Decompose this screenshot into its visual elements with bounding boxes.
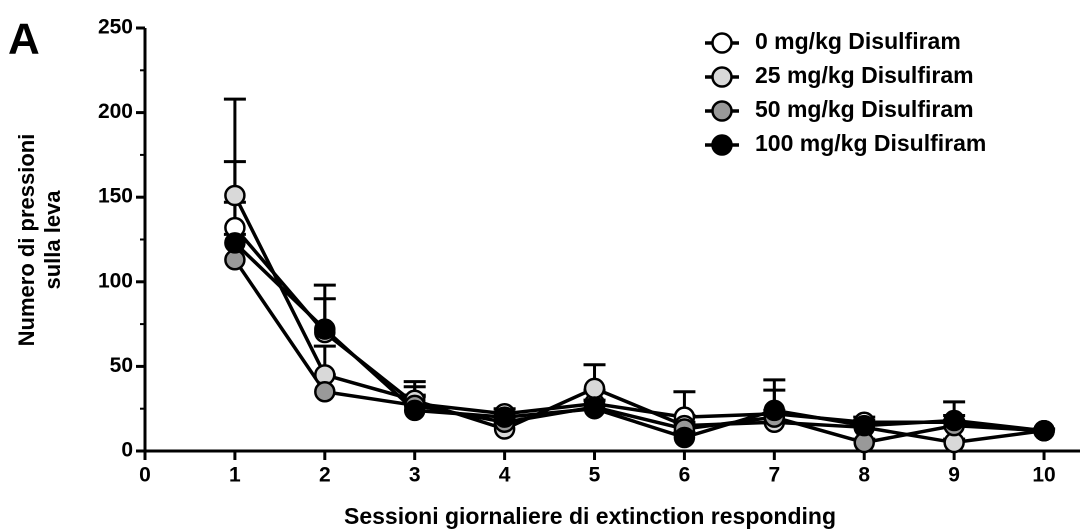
series-line (233, 226, 1045, 433)
y-tick-label: 200 (98, 100, 133, 123)
data-point (493, 406, 516, 428)
panel-label: A (8, 15, 40, 64)
series-line (233, 241, 1045, 440)
x-tick-label: 0 (139, 464, 151, 487)
legend-label: 25 mg/kg Disulfiram (755, 62, 974, 88)
legend-marker (711, 66, 733, 88)
legend-label: 50 mg/kg Disulfiram (755, 96, 974, 122)
x-axis-title: Sessioni giornaliere di extinction respo… (344, 503, 836, 529)
x-tick-label: 1 (229, 464, 241, 487)
series-line (233, 258, 1045, 445)
data-point (403, 399, 426, 422)
data-point (673, 426, 696, 449)
y-axis-title: Numero di pressioni sulla leva (14, 134, 65, 347)
legend-marker (711, 134, 733, 156)
x-tick-label: 2 (319, 464, 331, 487)
data-point (314, 381, 336, 403)
legend-label: 0 mg/kg Disulfiram (755, 28, 961, 54)
y-tick-label: 250 (98, 16, 133, 39)
data-point (853, 414, 875, 437)
data-point (314, 318, 336, 340)
legend-marker (711, 100, 733, 122)
y-tick-label: 50 (110, 354, 133, 377)
legend-label: 100 mg/kg Disulfiram (755, 130, 986, 156)
data-point (583, 397, 606, 420)
x-tick-label: 9 (948, 464, 960, 487)
y-tick-label: 150 (98, 185, 133, 208)
y-tick-label: 0 (121, 439, 133, 462)
y-axis-title-line: sulla leva (40, 190, 65, 290)
y-tick-label: 100 (98, 269, 133, 292)
x-tick-label: 10 (1032, 464, 1055, 487)
x-tick-label: 6 (679, 464, 691, 487)
data-point (763, 399, 786, 422)
x-tick-label: 5 (589, 464, 601, 487)
data-point (1033, 419, 1055, 442)
data-point (943, 409, 965, 432)
data-point (224, 232, 246, 254)
x-tick-label: 8 (858, 464, 870, 487)
data-point (224, 184, 246, 207)
x-tick-label: 4 (499, 464, 511, 487)
data-point (583, 377, 606, 400)
x-tick-label: 3 (409, 464, 421, 487)
legend-marker (711, 32, 733, 54)
x-tick-label: 7 (768, 464, 780, 487)
series-line (233, 194, 1045, 445)
y-axis-title-line: Numero di pressioni (14, 134, 39, 347)
